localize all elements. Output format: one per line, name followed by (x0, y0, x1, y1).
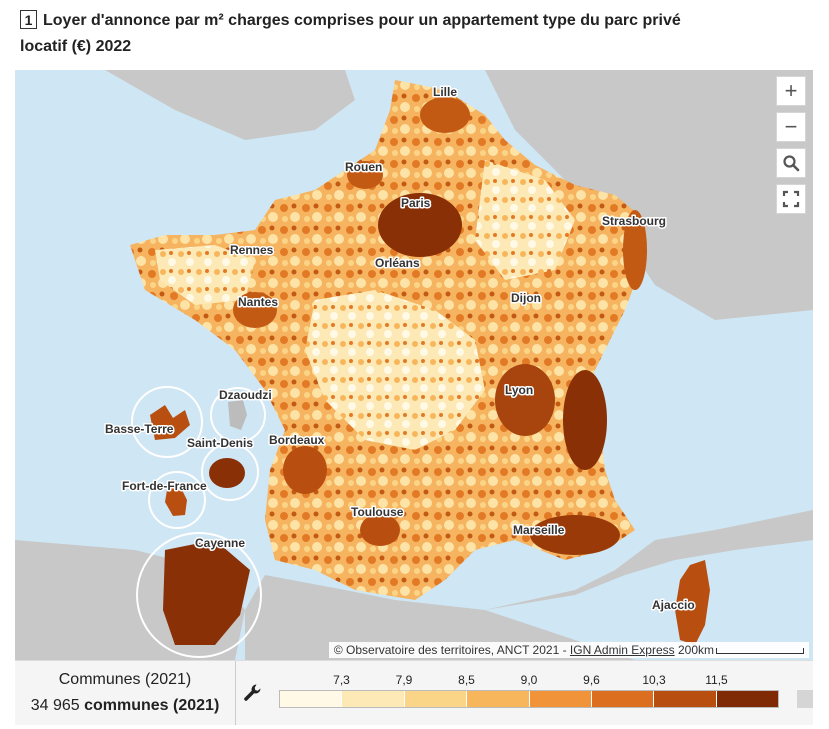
guyane (163, 540, 250, 645)
reunion (209, 458, 245, 488)
legend-swatch (467, 691, 530, 707)
zoom-in-button[interactable]: + (776, 76, 806, 106)
city-label-orleans: Orléans (375, 256, 420, 270)
minus-icon: − (784, 114, 798, 139)
choropleth-map[interactable]: Lille Rouen Paris Strasbourg Rennes Orlé… (15, 70, 813, 660)
ign-admin-express-link[interactable]: IGN Admin Express (569, 643, 675, 657)
guadeloupe (150, 405, 190, 440)
mediterranean-sea (485, 540, 813, 660)
legend-threshold-label: 7,3 (333, 673, 350, 687)
scale-bar (716, 648, 804, 654)
city-label-fort-de-france: Fort-de-France (122, 479, 207, 493)
legend-threshold-label: 10,3 (642, 673, 666, 687)
city-label-saint-denis: Saint-Denis (187, 436, 253, 450)
city-label-toulouse: Toulouse (351, 505, 404, 519)
city-label-dijon: Dijon (511, 291, 541, 305)
plus-icon: + (784, 78, 798, 103)
neighbour-land-north (105, 70, 355, 140)
city-label-lyon: Lyon (505, 383, 533, 397)
figure-number: 1 (20, 10, 37, 29)
legend-swatch (529, 691, 592, 707)
guyane-inset-circle (136, 532, 262, 658)
alps-hotspot (563, 370, 607, 470)
territory-count-unit: communes (2021) (84, 697, 220, 714)
legend-threshold-label: 11,5 (705, 673, 728, 687)
mayotte-inset-circle (210, 387, 266, 443)
central-low-rent-area (305, 290, 485, 450)
city-label-basse-terre: Basse-Terre (105, 422, 174, 436)
fullscreen-button[interactable] (776, 184, 806, 214)
fullscreen-icon (782, 190, 800, 208)
attribution-text: © Observatoire des territoires, ANCT 202… (333, 643, 570, 657)
legend-threshold-label: 7,9 (395, 673, 413, 687)
city-label-bordeaux: Bordeaux (269, 433, 325, 447)
no-data-swatch (797, 690, 813, 708)
city-label-ajaccio: Ajaccio (652, 598, 695, 612)
scale-label: 200km (677, 643, 714, 657)
guadeloupe-inset-circle (131, 386, 203, 458)
city-label-rouen: Rouen (345, 160, 382, 174)
map-attribution: © Observatoire des territoires, ANCT 202… (328, 642, 809, 658)
legend-swatch (342, 691, 405, 707)
strasbourg-hotspot (623, 210, 647, 290)
lyon-hotspot (495, 364, 555, 436)
toulouse-hotspot (360, 514, 400, 546)
martinique-inset-circle (148, 471, 206, 529)
legend-swatch (716, 691, 778, 707)
riviera-hotspot (530, 515, 620, 555)
territory-level-label: Communes (2021) (58, 671, 192, 688)
neighbour-land (485, 70, 813, 320)
legend-panel: Communes (2021) 34 965 communes (2021) 7… (15, 660, 813, 725)
martinique (165, 486, 187, 516)
nantes-hotspot (233, 292, 277, 328)
reunion-inset-circle (201, 443, 259, 501)
legend-swatch (654, 691, 717, 707)
rouen-hotspot (347, 161, 383, 189)
brittany-low-rent-area (155, 245, 255, 305)
legend-threshold-label: 8,5 (458, 673, 475, 687)
mayotte (228, 400, 247, 430)
lille-hotspot (420, 97, 470, 133)
bordeaux-hotspot (283, 446, 327, 494)
city-label-strasbourg: Strasbourg (602, 214, 666, 228)
city-label-rennes: Rennes (230, 243, 274, 257)
territory-count: 34 965 communes (2021) (15, 697, 235, 715)
map-title: 1 Loyer d'annonce par m² charges comprise… (20, 8, 720, 60)
paris-hotspot (378, 193, 462, 257)
legend-swatch (404, 691, 468, 707)
city-label-cayenne: Cayenne (195, 536, 245, 550)
legend-thresholds: 7,3 7,9 8,5 9,0 9,6 10,3 11,5 (279, 673, 779, 689)
wrench-icon[interactable] (243, 683, 263, 703)
legend-swatch (591, 691, 655, 707)
zoom-out-button[interactable]: − (776, 112, 806, 142)
legend-color-scale (279, 690, 779, 708)
city-label-marseille: Marseille (513, 523, 565, 537)
map-title-text: Loyer d'annonce par m² charges comprises… (20, 12, 681, 55)
territory-count-value: 34 965 (30, 697, 80, 714)
city-label-paris: Paris (401, 196, 431, 210)
city-label-nantes: Nantes (238, 295, 278, 309)
city-label-dzaoudzi: Dzaoudzi (219, 388, 272, 402)
north-east-low-rent-area (475, 160, 575, 280)
territory-selector[interactable]: Communes (2021) 34 965 communes (2021) (15, 661, 236, 725)
legend-threshold-label: 9,6 (583, 673, 600, 687)
search-icon (783, 155, 800, 172)
corsica (675, 560, 710, 645)
search-button[interactable] (776, 148, 806, 178)
city-label-lille: Lille (433, 85, 457, 99)
legend-swatch (280, 691, 343, 707)
legend-threshold-label: 9,0 (520, 673, 538, 687)
